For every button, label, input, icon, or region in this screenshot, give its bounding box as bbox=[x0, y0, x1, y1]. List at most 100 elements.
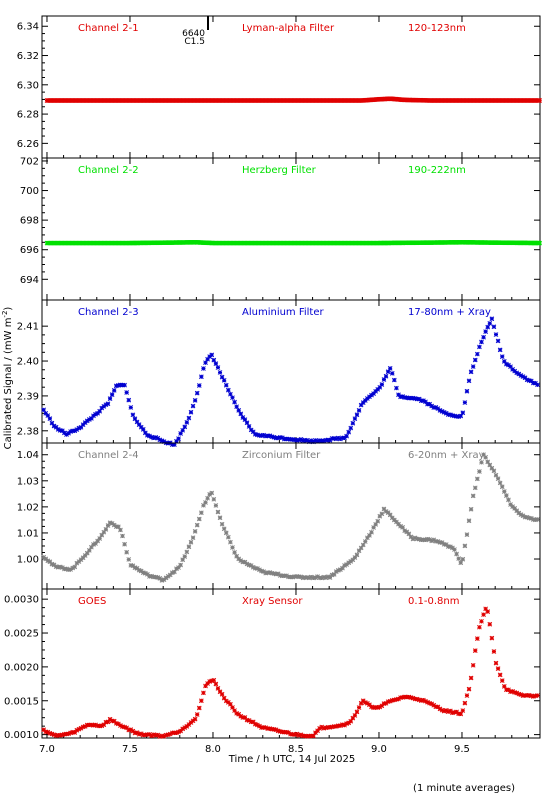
data-point bbox=[315, 438, 320, 444]
data-point bbox=[348, 718, 354, 724]
data-point bbox=[448, 544, 453, 550]
data-point bbox=[499, 678, 505, 683]
data-point bbox=[215, 685, 221, 691]
data-point bbox=[70, 565, 76, 571]
data-point bbox=[89, 544, 94, 550]
data-point bbox=[408, 695, 414, 700]
data-point bbox=[323, 575, 329, 581]
data-point bbox=[369, 704, 374, 710]
data-point bbox=[165, 732, 171, 738]
data-point bbox=[300, 733, 306, 739]
data-point bbox=[277, 435, 283, 440]
data-point bbox=[362, 539, 368, 544]
data-point bbox=[398, 523, 403, 529]
data-point bbox=[348, 425, 354, 431]
data-point bbox=[230, 395, 235, 401]
data-point bbox=[418, 698, 424, 703]
data-point bbox=[64, 731, 69, 737]
data-point bbox=[445, 544, 451, 549]
data-point bbox=[460, 708, 466, 713]
data-point bbox=[72, 730, 78, 735]
data-point bbox=[394, 697, 399, 702]
data-point bbox=[300, 575, 306, 581]
data-point bbox=[207, 679, 213, 684]
data-point bbox=[381, 377, 387, 382]
data-point bbox=[470, 493, 476, 499]
y-tick-label: 0.0030 bbox=[4, 595, 39, 606]
data-point bbox=[213, 361, 219, 367]
data-point bbox=[315, 728, 320, 734]
data-point bbox=[182, 554, 188, 559]
data-point bbox=[49, 420, 55, 426]
y-axis-title-superscript: -2 bbox=[1, 311, 9, 318]
data-point bbox=[371, 525, 376, 530]
data-point bbox=[122, 724, 127, 730]
data-point bbox=[64, 432, 69, 437]
data-point bbox=[493, 332, 499, 337]
data-point bbox=[290, 574, 296, 580]
data-point bbox=[97, 408, 103, 414]
data-point bbox=[362, 700, 368, 705]
data-point bbox=[468, 369, 474, 375]
data-point bbox=[157, 575, 163, 581]
data-point bbox=[105, 523, 111, 528]
data-point bbox=[101, 529, 107, 535]
data-point bbox=[279, 573, 285, 579]
data-point bbox=[174, 566, 179, 572]
data-point bbox=[518, 373, 524, 378]
data-point bbox=[329, 572, 335, 578]
data-point bbox=[138, 424, 144, 430]
data-point bbox=[443, 542, 449, 547]
data-point bbox=[319, 724, 325, 730]
data-point bbox=[327, 575, 333, 580]
data-point bbox=[182, 424, 188, 430]
data-point bbox=[118, 382, 123, 388]
data-point bbox=[101, 722, 107, 728]
data-point bbox=[282, 729, 287, 735]
data-point bbox=[163, 732, 169, 738]
data-point bbox=[47, 416, 53, 421]
data-point bbox=[421, 537, 426, 543]
data-point bbox=[267, 433, 273, 439]
data-point bbox=[439, 707, 445, 713]
data-point bbox=[531, 694, 536, 699]
data-point bbox=[178, 728, 183, 734]
data-point bbox=[196, 516, 202, 522]
panel-label: Aluminium Filter bbox=[242, 307, 325, 318]
data-point bbox=[192, 398, 198, 403]
y-tick-label: 1.03 bbox=[17, 476, 39, 487]
data-point bbox=[333, 724, 339, 729]
data-point bbox=[387, 365, 393, 371]
data-point bbox=[186, 722, 192, 727]
data-point bbox=[53, 564, 59, 569]
data-point bbox=[431, 405, 437, 410]
data-point bbox=[410, 395, 416, 401]
data-point bbox=[257, 567, 262, 573]
data-point bbox=[441, 708, 447, 714]
data-point bbox=[362, 398, 368, 403]
data-point bbox=[194, 390, 200, 396]
data-point bbox=[535, 517, 540, 522]
data-point bbox=[385, 699, 391, 705]
data-point bbox=[159, 577, 165, 583]
data-point bbox=[402, 694, 408, 700]
y-tick-label: 0.0015 bbox=[4, 696, 39, 707]
data-point bbox=[298, 574, 304, 580]
data-point bbox=[136, 567, 142, 573]
x-tick-label: 7.5 bbox=[122, 744, 138, 755]
panel-frame bbox=[41, 588, 541, 739]
y-tick-label: 1.01 bbox=[17, 528, 39, 539]
data-point bbox=[319, 575, 325, 581]
data-point bbox=[74, 727, 80, 733]
data-point bbox=[456, 556, 462, 561]
panels: 6.26 6.28 6.30 6.32 6.34 Channel 2-1 Lyman-alp… bbox=[4, 15, 543, 741]
data-point bbox=[113, 524, 119, 529]
data-point bbox=[66, 731, 71, 737]
data-point bbox=[520, 374, 526, 379]
data-point bbox=[99, 723, 105, 729]
data-series bbox=[44, 96, 543, 103]
data-point bbox=[335, 723, 341, 729]
data-point bbox=[346, 429, 352, 435]
data-point bbox=[290, 437, 296, 442]
data-point bbox=[497, 347, 503, 353]
